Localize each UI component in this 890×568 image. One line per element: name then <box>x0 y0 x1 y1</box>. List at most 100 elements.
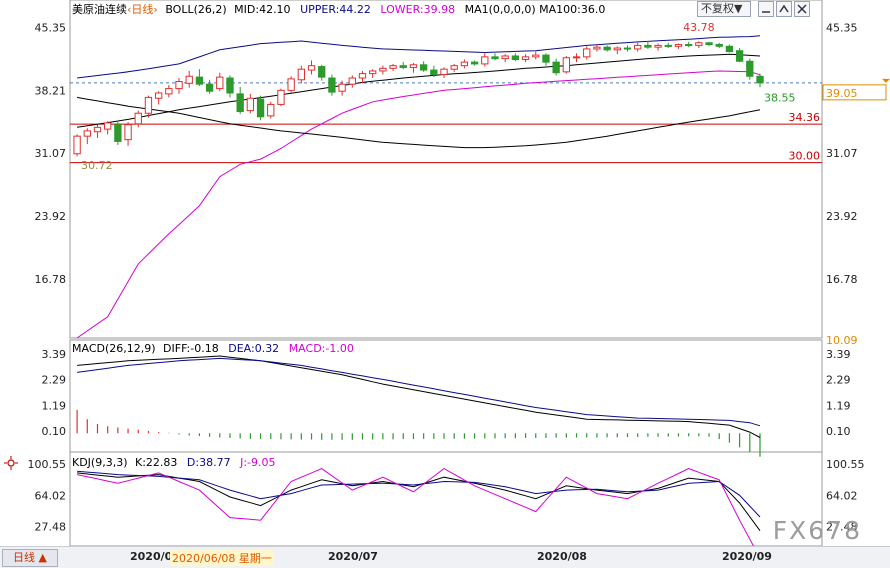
candle-body <box>318 66 326 78</box>
candle-body <box>430 69 438 75</box>
y-tick-label-right: 23.92 <box>826 210 858 223</box>
support-line-label: 34.36 <box>789 111 821 124</box>
date-label: 2020/0 <box>130 550 173 563</box>
candle-body <box>715 44 723 47</box>
macd-diff-value: DIFF:-0.18 <box>163 342 219 355</box>
price-annotation: 38.55 <box>764 91 796 104</box>
y-tick-label-right: 64.02 <box>826 489 858 502</box>
candle-body <box>684 44 693 47</box>
candle-body <box>348 77 356 85</box>
candle-body <box>450 65 458 70</box>
y-tick-label: 23.92 <box>35 210 67 223</box>
macd-macd-value: MACD:-1.00 <box>288 342 354 355</box>
candle-body <box>267 103 275 117</box>
kdj-d-line <box>77 470 761 518</box>
macd-label[interactable]: MACD(26,12,9) <box>72 342 156 355</box>
candle-body <box>154 92 163 99</box>
y-tick-label: 2.29 <box>42 374 67 387</box>
candle-body <box>338 83 346 92</box>
candle-body <box>73 135 81 155</box>
current-price-label: 39.05 <box>826 87 858 100</box>
candle-body <box>277 89 285 105</box>
boll-mid-value: MID:42.10 <box>234 3 291 16</box>
y-tick-label: 38.21 <box>35 84 67 97</box>
candle-body <box>175 81 183 90</box>
candle-body <box>491 56 499 60</box>
y-tick-label-right: 31.07 <box>826 147 858 160</box>
candle-body <box>572 56 581 59</box>
y-tick-label-right: 27.48 <box>826 521 858 534</box>
candle-body <box>134 112 142 125</box>
candle-body <box>124 124 132 141</box>
y-tick-label: 16.78 <box>35 273 67 286</box>
y-tick-label-right: 0.10 <box>826 425 851 438</box>
candle-body <box>297 68 305 81</box>
candle-body <box>664 44 672 47</box>
y-tick-label-right: 3.39 <box>826 348 851 361</box>
candle-body <box>236 93 244 112</box>
minimize-button[interactable] <box>758 1 774 17</box>
price-annotation: 30.72 <box>81 159 113 172</box>
candle-body <box>725 45 734 53</box>
current-price-box <box>822 84 887 101</box>
candle-body <box>307 65 316 71</box>
date-label: 2020/07 <box>328 550 378 563</box>
period-label[interactable]: ‹日线› <box>127 3 158 16</box>
candle-body <box>419 64 428 71</box>
candle-body <box>593 46 601 50</box>
candle-body <box>501 55 509 60</box>
candle-body <box>246 97 255 112</box>
boll-label[interactable]: BOLL(26,2) <box>165 3 227 16</box>
candle-body <box>552 61 560 74</box>
main-panel-frame <box>69 0 823 339</box>
candle-body <box>369 70 377 75</box>
candle-body <box>460 61 469 67</box>
y-tick-label: 31.07 <box>35 147 67 160</box>
period-button[interactable]: 日线 ▲ <box>2 549 58 567</box>
maximize-icon <box>779 4 789 13</box>
y-tick-label-right: 10.09 <box>826 334 858 347</box>
candle-body <box>287 78 295 91</box>
candle-body <box>470 61 479 65</box>
candle-body <box>93 126 102 133</box>
maximize-button[interactable] <box>776 1 792 17</box>
candle-body <box>216 76 224 90</box>
candle-body <box>256 98 265 118</box>
candle-body <box>379 67 387 72</box>
minimize-icon <box>762 11 770 13</box>
settings-icon[interactable] <box>4 455 18 474</box>
close-button[interactable] <box>794 1 810 17</box>
kdj-j-line <box>76 468 761 559</box>
macd-diff-line <box>77 355 761 438</box>
candle-body <box>185 75 193 84</box>
ma-label[interactable]: MA1(0,0,0,0) MA100:36.0 <box>464 3 606 16</box>
restore-dropdown[interactable]: 不复权▼ <box>697 1 751 17</box>
candle-body <box>695 42 703 46</box>
candle-body <box>674 44 683 47</box>
y-tick-label: 100.55 <box>28 458 67 471</box>
candle-body <box>83 130 91 137</box>
y-tick-label-right: 16.78 <box>826 273 858 286</box>
candle-body <box>521 56 530 61</box>
candle-body <box>542 54 550 63</box>
y-tick-label-right: 45.35 <box>826 21 858 34</box>
symbol-name: 美原油连续 <box>72 3 127 16</box>
y-tick-label-right: 2.29 <box>826 374 851 387</box>
date-label: 2020/09 <box>722 550 772 563</box>
candle-body <box>195 76 204 85</box>
date-label: 2020/08 <box>537 550 587 563</box>
kdj-label[interactable]: KDJ(9,3,3) <box>72 456 128 469</box>
candle-body <box>114 124 122 142</box>
kdj-d-value: D:38.77 <box>186 456 231 469</box>
boll-upper-value: UPPER:44.22 <box>300 3 371 16</box>
candle-body <box>634 44 642 50</box>
kdj-header: KDJ(9,3,3) K:22.83 D:38.77 J:-9.05 <box>72 456 276 470</box>
candle-body <box>735 50 744 62</box>
candle-body <box>481 56 489 65</box>
price-arrow-icon <box>882 78 890 83</box>
hover-date: 2020/06/08 星期一 <box>170 550 274 566</box>
candle-body <box>654 44 662 48</box>
macd-dea-line <box>77 357 761 427</box>
y-tick-label-right: 1.19 <box>826 399 851 412</box>
candle-body <box>328 77 336 93</box>
